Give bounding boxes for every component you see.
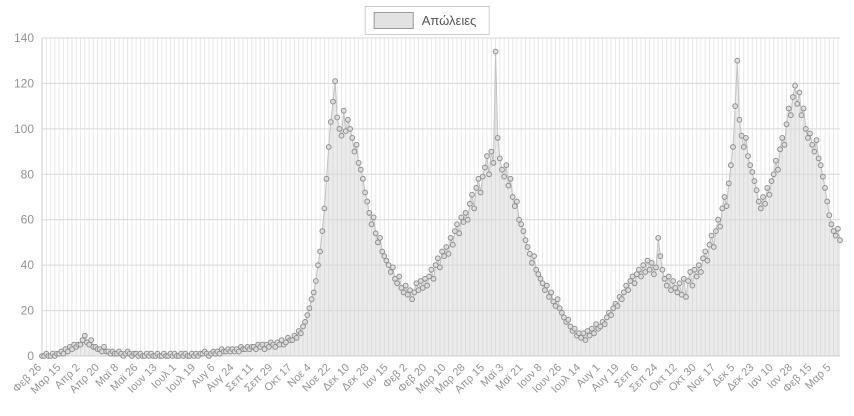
svg-text:120: 120 [14, 76, 34, 90]
legend-swatch [373, 12, 414, 29]
svg-text:40: 40 [21, 258, 35, 272]
svg-text:20: 20 [21, 304, 35, 318]
data-points[interactable] [39, 48, 843, 359]
svg-text:60: 60 [21, 213, 35, 227]
y-axis-labels: 0 20 40 60 80 100 120 140 [14, 31, 34, 363]
series-area [42, 51, 840, 356]
vertical-gridlines [41, 38, 839, 356]
legend[interactable]: Απώλειες [364, 6, 490, 35]
svg-text:0: 0 [27, 349, 34, 363]
svg-text:100: 100 [14, 122, 34, 136]
legend-label: Απώλειες [421, 13, 477, 28]
svg-text:140: 140 [14, 31, 34, 45]
svg-text:80: 80 [21, 167, 35, 181]
